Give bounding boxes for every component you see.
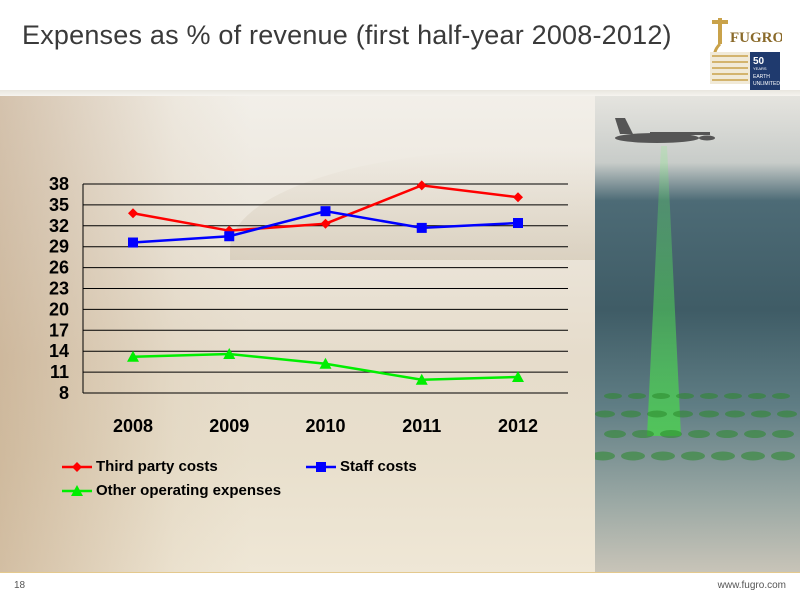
data-point-diamond [320,218,331,229]
legend-triangle-marker-icon [62,484,92,496]
legend-item-staff-costs: Staff costs [306,458,417,475]
laser-beam [647,146,681,436]
y-tick-label: 29 [49,237,69,257]
background-photo-sea [591,96,800,572]
fugro-logo: FUGRO 50 YEARS EARTH UNLIMITED [700,12,784,92]
x-tick-label: 2009 [209,416,249,436]
logo-tagline-2: UNLIMITED [753,81,780,87]
survey-aircraft-illustration [591,118,797,461]
chart-legend: Third party costs Staff costs Other oper… [62,456,482,506]
data-point-square [224,231,235,242]
data-point-square [320,206,331,217]
data-point-square [128,237,138,248]
x-tick-label: 2010 [305,416,345,436]
data-point-triangle [415,373,428,385]
chart-gridlines [82,183,568,394]
data-point-triangle [512,370,524,382]
data-point-square [416,222,427,233]
logo-tagline-1: EARTH [753,74,770,80]
legend-square-marker-icon [306,461,336,472]
header-band [0,90,800,96]
chart-series-markers [127,180,524,385]
footer-divider [0,572,800,573]
legend-item-third-party-costs: Third party costs [62,458,218,475]
data-point-diamond [416,180,427,191]
y-tick-label: 8 [59,383,69,403]
legend-label-other-operating-expenses: Other operating expenses [96,482,282,499]
x-tick-label: 2012 [498,416,538,436]
legend-label-third-party-costs: Third party costs [96,458,218,475]
y-tick-label: 23 [49,279,69,299]
y-tick-label: 11 [50,362,69,382]
x-axis-tick-labels: 2008 2009 2010 2011 2012 [113,416,538,436]
y-tick-label: 35 [49,195,69,215]
y-tick-label: 26 [49,258,69,278]
logo-years-sub: YEARS [753,66,767,71]
page-number: 18 [14,580,26,591]
y-tick-label: 14 [49,341,69,361]
data-point-diamond [513,192,523,203]
x-tick-label: 2011 [402,416,441,436]
website-url: www.fugro.com [717,580,786,591]
y-tick-label: 17 [49,320,69,340]
legend-item-other-operating-expenses: Other operating expenses [62,482,281,499]
x-tick-label: 2008 [113,416,153,436]
y-tick-label: 38 [49,174,69,194]
legend-label-staff-costs: Staff costs [340,458,417,475]
data-point-diamond [128,208,138,219]
background-photo-coast [0,96,595,572]
logo-years: 50 [753,56,765,67]
background-photo-cliff [0,96,250,572]
data-point-triangle [223,347,236,359]
data-point-triangle [319,357,332,369]
y-tick-label: 20 [49,299,69,319]
logo-wordmark: FUGRO [730,30,782,46]
page-title: Expenses as % of revenue (first half-yea… [22,20,672,50]
data-point-square [513,218,523,229]
legend-diamond-marker-icon [62,461,92,472]
laser-footprint-dots [591,393,797,461]
y-tick-label: 32 [49,216,69,236]
airplane-icon [615,118,715,143]
data-point-triangle [127,350,139,362]
